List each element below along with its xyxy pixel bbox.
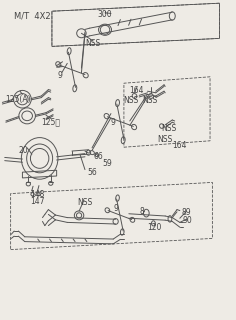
Text: NSS: NSS: [142, 96, 157, 105]
Text: NSS: NSS: [161, 124, 176, 132]
Text: 8: 8: [139, 207, 144, 216]
Text: NSS: NSS: [158, 135, 173, 144]
Text: 164: 164: [130, 86, 144, 95]
Text: NSS: NSS: [77, 198, 93, 207]
Text: 148: 148: [31, 190, 45, 199]
Text: 56: 56: [87, 168, 97, 177]
Text: M/T  4X2: M/T 4X2: [14, 11, 51, 20]
Text: 89: 89: [182, 208, 191, 217]
Text: 9: 9: [111, 118, 116, 127]
Text: 147: 147: [30, 197, 45, 206]
Text: 164: 164: [172, 141, 187, 150]
Text: 66: 66: [93, 152, 103, 161]
Text: 20: 20: [19, 146, 28, 155]
Text: 59: 59: [102, 159, 112, 168]
Text: 9: 9: [58, 71, 63, 80]
Text: NSS: NSS: [86, 39, 101, 48]
Text: 120: 120: [148, 223, 162, 232]
Text: NSS: NSS: [123, 96, 139, 105]
Text: 9: 9: [113, 204, 118, 213]
Text: 125⒱: 125⒱: [41, 118, 60, 127]
Text: 125(A): 125(A): [5, 95, 30, 104]
Text: 300: 300: [98, 10, 112, 19]
Text: 90: 90: [182, 216, 192, 225]
